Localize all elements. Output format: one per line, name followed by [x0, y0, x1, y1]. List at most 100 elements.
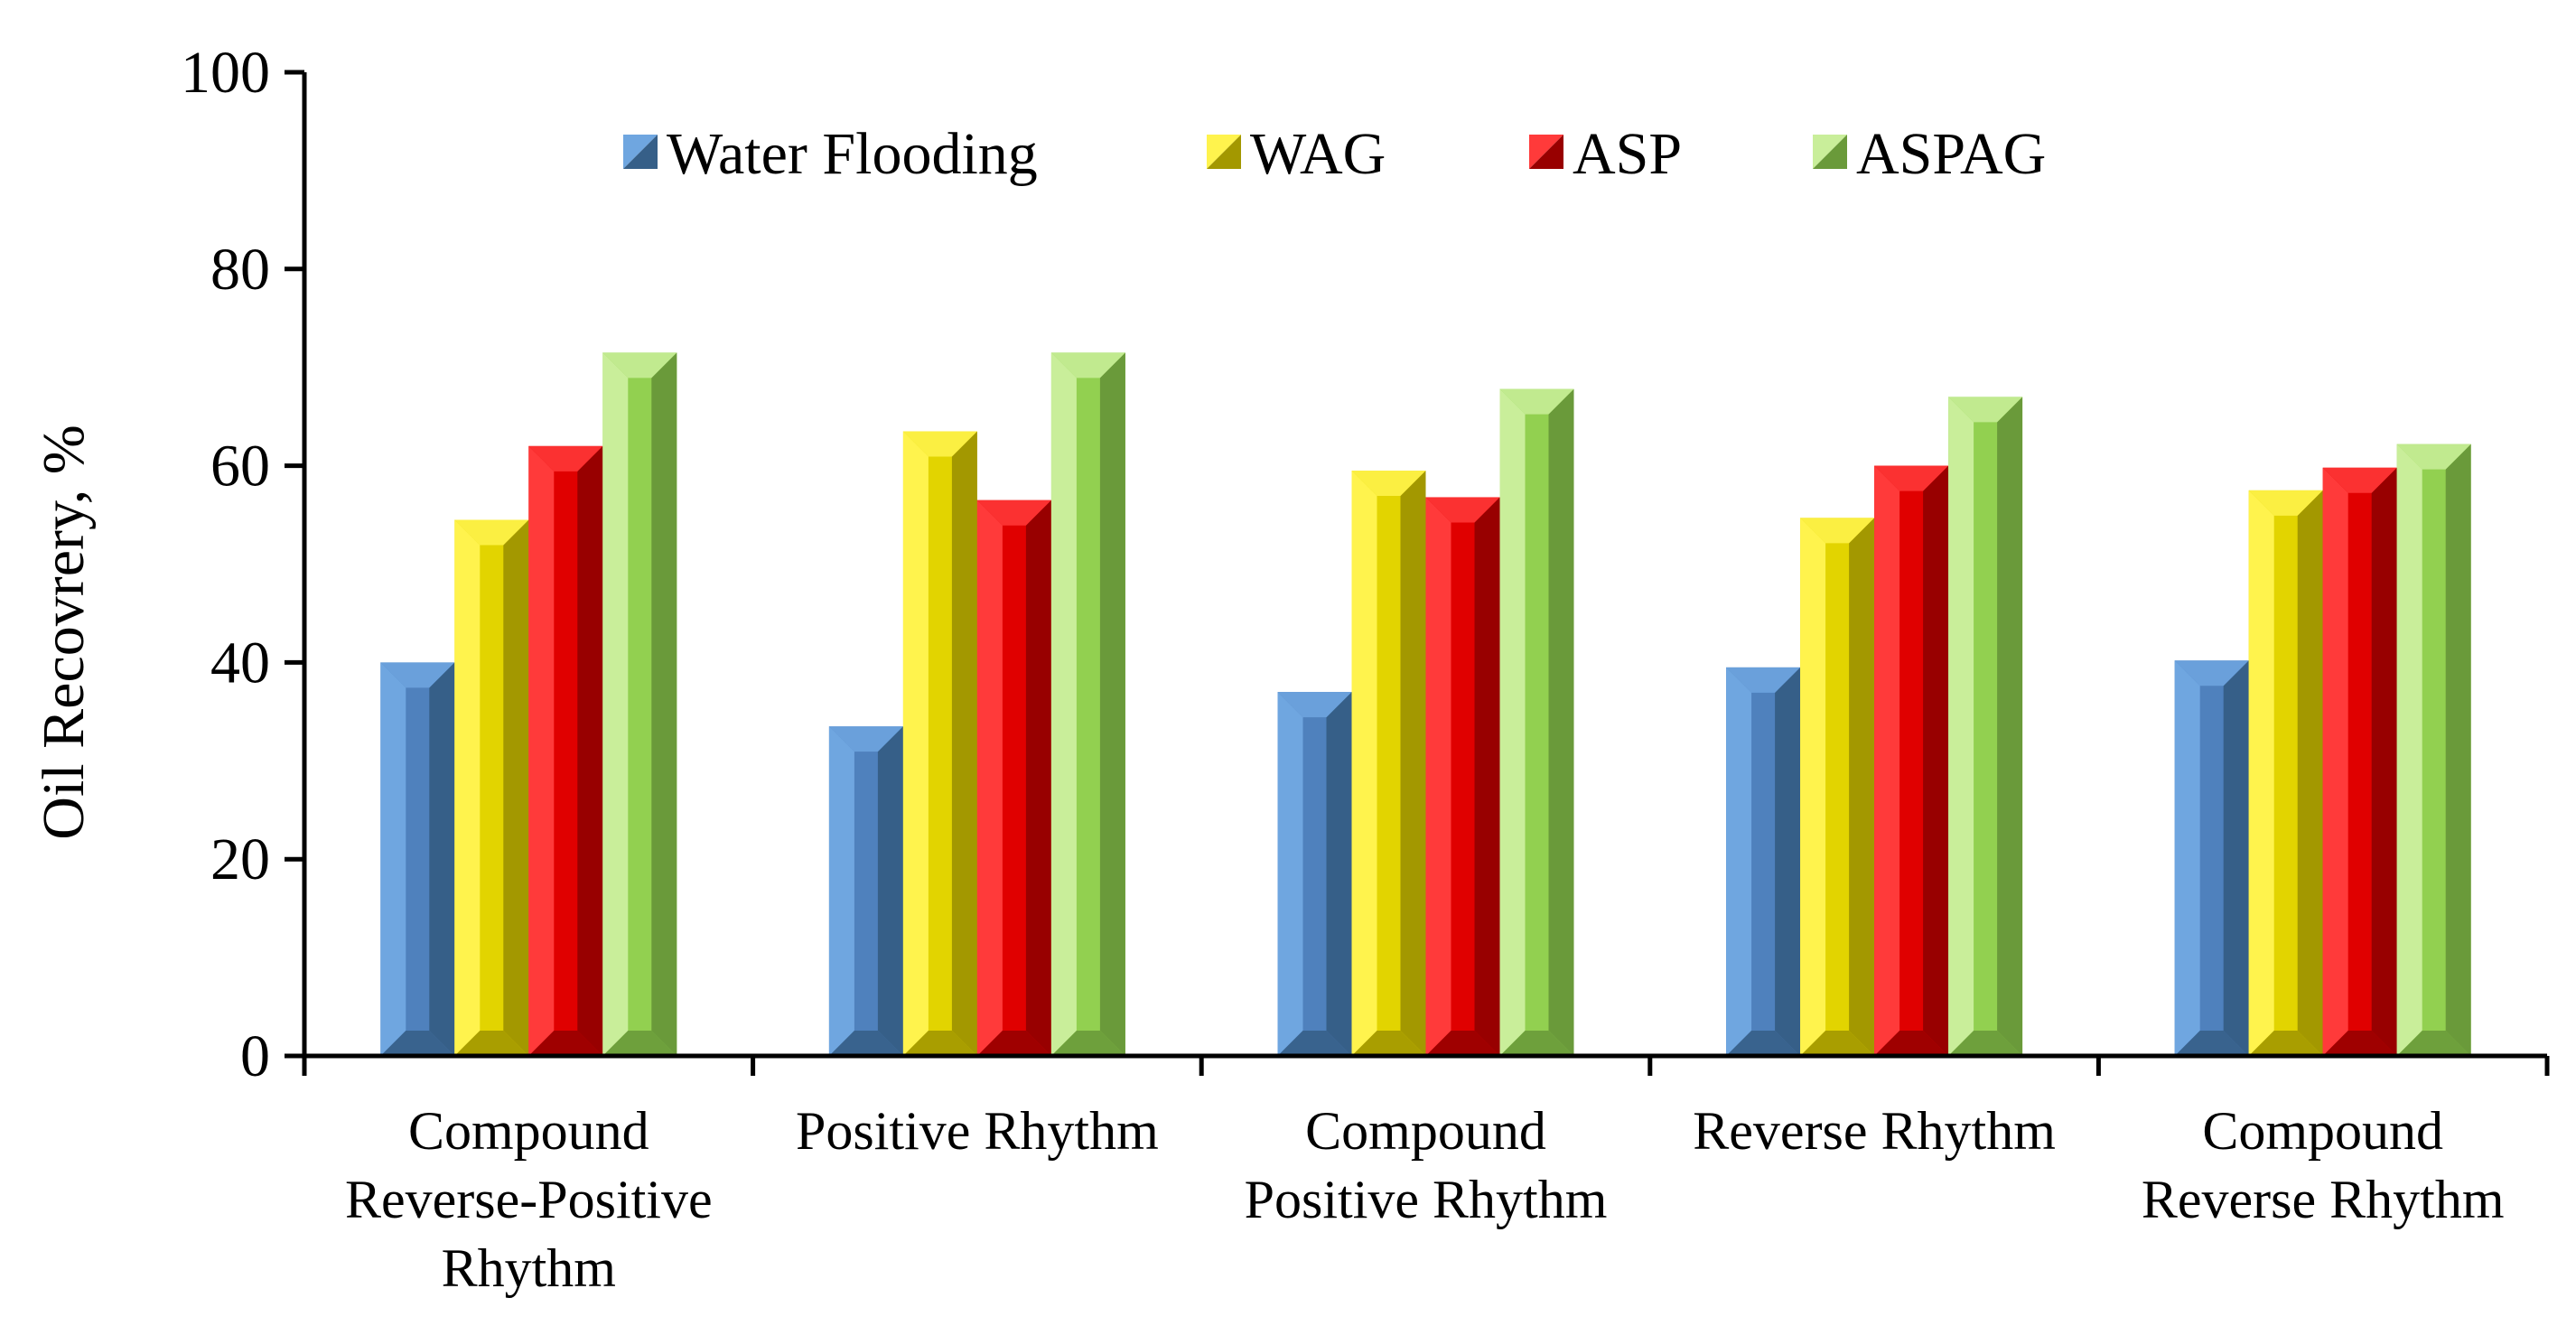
bar-water-flooding-3 — [1277, 692, 1352, 1056]
legend-label: ASP — [1573, 121, 1682, 187]
bar-bevel-top — [380, 662, 455, 688]
legend-item-asp: ASP — [1529, 121, 1682, 187]
bar-bevel-bottom — [1499, 1031, 1574, 1056]
bar-bevel-top — [2396, 444, 2471, 470]
bar-bevel-top — [828, 726, 903, 752]
bar-bevel-left — [1425, 497, 1451, 1056]
bar-bevel-right — [2223, 660, 2249, 1056]
x-tick-label-line: Positive Rhythm — [1245, 1170, 1608, 1229]
bar-bevel-left — [902, 431, 929, 1056]
bar-bevel-left — [1277, 692, 1303, 1056]
bar-bevel-right — [1400, 471, 1426, 1056]
x-tick-label-line: Compound — [408, 1101, 649, 1161]
y-tick-label: 0 — [240, 1023, 270, 1089]
bar-bevel-bottom — [902, 1031, 977, 1056]
bar-bevel-left — [1874, 465, 1900, 1056]
axes-group — [286, 72, 2550, 1076]
bar-bevel-right — [2371, 467, 2397, 1056]
y-tick-label: 60 — [210, 434, 270, 500]
bar-bevel-bottom — [976, 1031, 1051, 1056]
bar-bevel-right — [1923, 465, 1949, 1056]
bar-bevel-bottom — [1800, 1031, 1875, 1056]
bar-bevel-left — [1050, 352, 1077, 1056]
bar-bevel-left — [2248, 490, 2274, 1056]
legend-label: ASPAG — [1856, 121, 2046, 187]
x-tick-label-line: Reverse Rhythm — [1693, 1101, 2056, 1161]
bar-bevel-top — [1800, 518, 1875, 544]
bar-bevel-right — [577, 445, 603, 1056]
bar-water-flooding-4 — [1726, 667, 1801, 1056]
x-tick-label: Reverse Rhythm — [1693, 1101, 2056, 1161]
bar-bevel-bottom — [1726, 1031, 1801, 1056]
bar-bevel-right — [951, 431, 977, 1056]
bar-bevel-left — [1800, 518, 1826, 1056]
bar-aspag-5 — [2396, 444, 2471, 1057]
bar-bevel-bottom — [1948, 1031, 2023, 1056]
bar-bevel-right — [1849, 518, 1875, 1056]
bar-bevel-top — [976, 500, 1051, 526]
x-tick-label: Compound Reverse-Positive Rhythm — [345, 1101, 713, 1298]
legend-item-water-flooding: Water Flooding — [623, 121, 1038, 187]
bar-bevel-bottom — [2248, 1031, 2323, 1056]
bar-bevel-left — [528, 445, 555, 1056]
bar-bevel-right — [877, 726, 903, 1056]
y-ticks-group: 0 20 40 60 80 100 — [181, 40, 304, 1089]
x-tick-label-line: Compound — [2202, 1101, 2443, 1161]
bar-asp-4 — [1874, 465, 1949, 1056]
bar-bevel-top — [1050, 352, 1125, 378]
bar-bevel-top — [1726, 667, 1801, 693]
bar-wag-5 — [2248, 490, 2323, 1056]
bar-bevel-left — [1948, 397, 1974, 1056]
legend-swatch-dark — [1529, 135, 1563, 169]
legend-item-wag: WAG — [1207, 121, 1386, 187]
bar-bevel-left — [454, 519, 481, 1056]
bar-bevel-top — [2248, 490, 2323, 516]
bar-asp-5 — [2322, 467, 2397, 1056]
bar-bevel-bottom — [1050, 1031, 1125, 1056]
bar-bevel-top — [902, 431, 977, 457]
bar-aspag-3 — [1499, 388, 1574, 1057]
x-tick-label-line: Rhythm — [442, 1238, 616, 1298]
bar-bevel-left — [1499, 388, 1526, 1057]
bar-wag-1 — [454, 519, 529, 1056]
bar-aspag-1 — [602, 352, 677, 1056]
bar-wag-2 — [902, 431, 977, 1056]
bar-bevel-right — [503, 519, 529, 1056]
bars-group — [380, 352, 2471, 1057]
legend-swatch-dark — [1813, 135, 1847, 169]
x-tick-label: Positive Rhythm — [796, 1101, 1159, 1161]
x-tick-label: Compound Positive Rhythm — [1245, 1101, 1608, 1229]
bar-bevel-right — [1099, 352, 1125, 1056]
x-labels-group: Compound Reverse-Positive Rhythm Positive R… — [345, 1101, 2505, 1298]
bar-bevel-right — [429, 662, 455, 1056]
bar-bevel-left — [1351, 471, 1377, 1056]
bar-bevel-left — [828, 726, 854, 1056]
bar-bevel-right — [651, 352, 677, 1056]
bar-bevel-top — [1874, 465, 1949, 491]
bar-bevel-left — [2322, 467, 2348, 1056]
bar-aspag-4 — [1948, 397, 2023, 1056]
x-tick-label-line: Compound — [1305, 1101, 1546, 1161]
y-tick-label: 40 — [210, 630, 270, 696]
bar-bevel-top — [2322, 467, 2397, 493]
bar-water-flooding-5 — [2174, 660, 2249, 1056]
bar-asp-2 — [976, 500, 1051, 1056]
bar-bevel-bottom — [380, 1031, 455, 1056]
y-axis-label: Oil Recovrery, % — [31, 425, 97, 839]
bar-bevel-bottom — [1277, 1031, 1352, 1056]
x-tick-label: Compound Reverse Rhythm — [2142, 1101, 2505, 1229]
bar-bevel-top — [602, 352, 677, 378]
bar-bevel-left — [602, 352, 629, 1056]
bar-bevel-right — [1775, 667, 1801, 1056]
y-tick-label: 80 — [210, 237, 270, 303]
bar-bevel-top — [528, 445, 603, 472]
legend: Water Flooding WAG ASP ASPAG — [623, 121, 2046, 187]
bar-bevel-top — [1948, 397, 2023, 423]
y-tick-label: 100 — [181, 40, 270, 106]
bar-wag-3 — [1351, 471, 1426, 1056]
bar-bevel-left — [2396, 444, 2422, 1057]
bar-bevel-right — [2297, 490, 2323, 1056]
bar-bevel-left — [380, 662, 406, 1056]
bar-bevel-bottom — [1425, 1031, 1500, 1056]
